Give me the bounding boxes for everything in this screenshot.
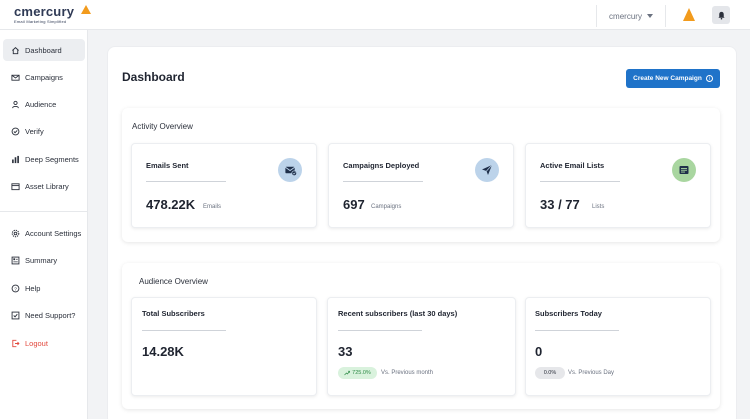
card-divider — [540, 181, 620, 182]
sidebar-item-campaigns[interactable]: Campaigns — [3, 66, 85, 88]
campaigns-deployed-card — [328, 143, 514, 228]
trend-up-icon — [344, 370, 351, 376]
user-menu[interactable]: cmercury — [596, 5, 666, 27]
recent-subscribers-card — [327, 297, 516, 396]
sidebar-item-dashboard[interactable]: Dashboard — [3, 39, 85, 61]
create-campaign-button[interactable]: Create New Campaign i — [626, 69, 720, 88]
sidebar-item-label: Dashboard — [25, 45, 62, 55]
active-email-lists-card — [525, 143, 711, 228]
comparison-note: Vs. Previous month — [381, 370, 434, 376]
growth-badge: 725.0% — [338, 367, 377, 379]
active-email-lists-value: 33 / 77 — [540, 197, 580, 212]
check-circle-icon — [11, 127, 20, 136]
recent-subscribers-value: 33 — [338, 344, 353, 359]
sidebar-item-audience[interactable]: Audience — [3, 93, 85, 115]
bell-icon — [717, 11, 725, 20]
bar-chart-icon — [11, 155, 20, 164]
list-icon — [672, 158, 696, 182]
card-title: Campaigns Deployed — [343, 161, 420, 170]
comparison-note: Vs. Previous Day — [568, 370, 615, 376]
emails-sent-card — [131, 143, 317, 228]
card-divider — [535, 330, 619, 331]
audience-overview-title: Audience Overview — [139, 277, 208, 286]
mail-check-icon — [278, 158, 302, 182]
mail-icon — [11, 73, 20, 82]
emails-sent-value: 478.22K — [146, 197, 196, 212]
home-icon — [11, 46, 20, 55]
sidebar-item-label: Audience — [25, 99, 57, 109]
sidebar-item-verify[interactable]: Verify — [3, 120, 85, 142]
card-title: Active Email Lists — [540, 161, 605, 170]
sidebar-item-help[interactable]: ? Help — [3, 277, 85, 299]
sidebar-item-label: Need Support? — [25, 310, 76, 320]
subscribers-today-card — [525, 297, 711, 396]
sidebar-item-label: Summary — [25, 255, 58, 265]
activity-overview-title: Activity Overview — [132, 122, 193, 131]
user-icon — [11, 100, 20, 109]
chevron-down-icon — [646, 14, 653, 18]
card-divider — [343, 181, 423, 182]
sidebar-item-summary[interactable]: Summary — [3, 249, 85, 271]
svg-text:?: ? — [14, 286, 17, 292]
brand-mark-icon — [683, 8, 695, 21]
sidebar-item-logout[interactable]: Logout — [3, 332, 85, 354]
help-icon: ? — [11, 284, 20, 293]
sidebar-item-label: Account Settings — [25, 228, 82, 238]
active-email-lists-unit: Lists — [592, 204, 605, 210]
change-badge: 0.0% — [535, 367, 565, 379]
sidebar-item-need-support[interactable]: Need Support? — [3, 304, 85, 326]
sidebar-divider — [0, 211, 88, 212]
subscribers-today-value: 0 — [535, 344, 543, 359]
top-bar: cmercury Email Marketing Simplified cmer… — [0, 0, 750, 30]
sidebar-item-account-settings[interactable]: Account Settings — [3, 222, 85, 244]
send-icon — [475, 158, 499, 182]
logout-icon — [11, 339, 20, 348]
brand-name: cmercury — [14, 4, 75, 19]
summary-icon — [11, 256, 20, 265]
sidebar-item-deep-segments[interactable]: Deep Segments — [3, 148, 85, 170]
card-divider — [338, 330, 422, 331]
sidebar-item-label: Campaigns — [25, 72, 63, 82]
support-icon — [11, 311, 20, 320]
card-divider — [146, 181, 226, 182]
sidebar-item-label: Verify — [25, 126, 44, 136]
notifications-button[interactable] — [712, 6, 730, 24]
user-name: cmercury — [609, 11, 642, 21]
gear-icon — [11, 229, 20, 238]
brand-logo[interactable]: cmercury Email Marketing Simplified — [14, 4, 91, 25]
total-subscribers-card — [131, 297, 317, 396]
sidebar-item-label: Asset Library — [25, 181, 69, 191]
card-title: Emails Sent — [146, 161, 189, 170]
growth-badge-value: 725.0% — [352, 370, 371, 376]
info-icon: i — [705, 75, 713, 82]
sidebar-item-asset-library[interactable]: Asset Library — [3, 175, 85, 197]
sidebar-item-label: Deep Segments — [25, 154, 79, 164]
change-badge-value: 0.0% — [543, 370, 557, 376]
emails-sent-unit: Emails — [203, 204, 222, 210]
brand-tagline: Email Marketing Simplified — [14, 19, 67, 24]
campaigns-deployed-value: 697 — [343, 197, 365, 212]
card-title: Total Subscribers — [142, 309, 205, 318]
create-campaign-label: Create New Campaign — [633, 75, 702, 82]
card-divider — [142, 330, 226, 331]
campaigns-deployed-unit: Campaigns — [371, 204, 402, 210]
total-subscribers-value: 14.28K — [142, 344, 184, 359]
card-title: Subscribers Today — [535, 309, 602, 318]
logo-mark-icon — [81, 5, 91, 14]
folder-icon — [11, 182, 20, 191]
page-title: Dashboard — [122, 70, 185, 84]
card-title: Recent subscribers (last 30 days) — [338, 309, 458, 318]
sidebar-item-label: Help — [25, 283, 41, 293]
sidebar: Dashboard Campaigns Audience Verify Deep… — [0, 30, 88, 419]
sidebar-item-label: Logout — [25, 338, 48, 348]
